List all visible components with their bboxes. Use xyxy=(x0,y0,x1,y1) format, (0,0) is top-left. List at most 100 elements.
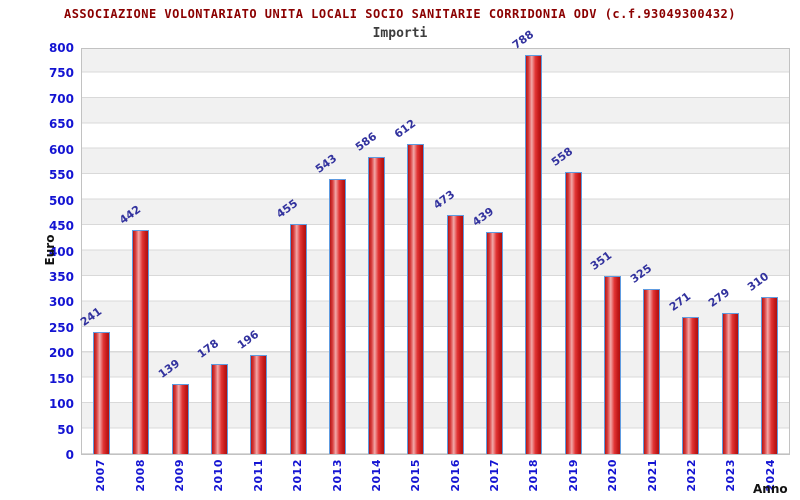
y-axis-title: Euro xyxy=(43,234,57,266)
bar-2014 xyxy=(368,157,386,454)
bar-2020 xyxy=(603,276,621,454)
bar-slot-2009: 139 xyxy=(156,49,200,454)
x-tick-label-2014: 2014 xyxy=(369,459,383,492)
y-tick-label-50: 50 xyxy=(57,422,74,437)
y-tick-label-400: 400 xyxy=(48,244,74,259)
bar-2019 xyxy=(564,171,582,454)
bar-2017 xyxy=(485,231,503,454)
bar-2010 xyxy=(210,363,228,454)
x-tick-label-2016: 2016 xyxy=(448,459,462,492)
x-slot-2023: 2023 xyxy=(711,459,750,492)
bar-value-label-2016: 473 xyxy=(431,187,458,212)
x-slot-2011: 2011 xyxy=(239,459,278,492)
x-tick-label-2008: 2008 xyxy=(133,459,147,492)
chart-title: ASSOCIAZIONE VOLONTARIATO UNITA LOCALI S… xyxy=(63,7,737,21)
bar-value-label-2009: 139 xyxy=(156,356,183,381)
y-tick-label-450: 450 xyxy=(48,219,74,234)
bar-value-label-2019: 558 xyxy=(548,144,576,169)
x-tick-label-2009: 2009 xyxy=(172,459,186,492)
x-tick-label-2013: 2013 xyxy=(330,459,344,492)
x-tick-label-2022: 2022 xyxy=(685,459,699,492)
bar-2013 xyxy=(328,179,346,454)
bars-row: 241 442 139 178 196 455 543 586 612 473 439 788 558 3… xyxy=(78,28,789,454)
bar-value-label-2008: 442 xyxy=(116,203,144,228)
bar-2022 xyxy=(682,316,700,454)
bar-2016 xyxy=(446,214,464,454)
y-tick-label-100: 100 xyxy=(48,397,74,412)
y-tick-label-250: 250 xyxy=(48,320,74,335)
y-tick-label-350: 350 xyxy=(48,269,74,284)
y-tick-label-700: 700 xyxy=(48,91,74,106)
y-tick-label-650: 650 xyxy=(48,117,74,132)
y-tick-label-200: 200 xyxy=(48,346,74,361)
x-tick-label-2018: 2018 xyxy=(527,459,541,492)
y-axis-tick-labels: 0 50 100 150 200 250 300 350 400 450 500 550 600 650 7… xyxy=(0,41,74,462)
x-slot-2018: 2018 xyxy=(514,459,553,492)
bar-value-label-2020: 351 xyxy=(588,249,615,274)
bar-value-label-2013: 543 xyxy=(313,151,340,176)
bar-2021 xyxy=(643,289,661,454)
y-tick-label-750: 750 xyxy=(48,66,74,81)
y-tick-label-600: 600 xyxy=(48,142,74,157)
x-tick-label-2021: 2021 xyxy=(645,459,659,492)
bar-value-label-2011: 196 xyxy=(234,327,261,352)
bar-value-label-2023: 279 xyxy=(706,285,733,310)
x-slot-2019: 2019 xyxy=(554,459,593,492)
x-axis-tick-labels: 2007 2008 2009 2010 2011 2012 2013 2014 2015 2016… xyxy=(81,459,790,492)
bar-2015 xyxy=(407,144,425,454)
bar-slot-2010: 178 xyxy=(195,49,239,454)
x-slot-2017: 2017 xyxy=(475,459,514,492)
bar-value-label-2007: 241 xyxy=(77,304,104,329)
x-slot-2015: 2015 xyxy=(396,459,435,492)
bar-value-label-2022: 271 xyxy=(666,289,694,314)
x-tick-label-2017: 2017 xyxy=(488,459,502,492)
bar-slot-2019: 558 xyxy=(548,49,592,454)
x-slot-2014: 2014 xyxy=(357,459,396,492)
bar-2011 xyxy=(250,354,268,454)
chart-subtitle: Importi xyxy=(372,26,428,41)
x-slot-2007: 2007 xyxy=(81,459,120,492)
bar-slot-2012: 455 xyxy=(273,49,317,454)
bar-slot-2014: 586 xyxy=(353,49,396,454)
bar-2024 xyxy=(760,297,778,454)
bar-slot-2011: 196 xyxy=(235,49,278,454)
bar-slot-2015: 612 xyxy=(392,49,435,454)
bar-value-label-2015: 612 xyxy=(391,116,419,141)
x-slot-2016: 2016 xyxy=(436,459,475,492)
x-slot-2010: 2010 xyxy=(199,459,238,492)
y-tick-label-800: 800 xyxy=(48,41,74,55)
x-tick-label-2011: 2011 xyxy=(251,459,265,492)
x-axis-title: Anno xyxy=(753,482,788,496)
y-tick-label-500: 500 xyxy=(48,193,74,208)
bar-slot-2024: 310 xyxy=(745,49,789,454)
bar-slot-2020: 351 xyxy=(588,49,632,454)
x-slot-2013: 2013 xyxy=(317,459,356,492)
y-tick-label-0: 0 xyxy=(65,448,74,462)
bar-slot-2021: 325 xyxy=(628,49,671,454)
x-tick-label-2015: 2015 xyxy=(409,459,423,492)
bar-slot-2013: 543 xyxy=(313,49,357,454)
bar-slot-2017: 439 xyxy=(470,49,514,454)
x-tick-label-2019: 2019 xyxy=(566,459,580,492)
bar-value-label-2024: 310 xyxy=(745,269,772,294)
bar-slot-2008: 442 xyxy=(117,49,160,454)
bar-value-label-2012: 455 xyxy=(273,196,301,221)
bar-value-label-2014: 586 xyxy=(352,130,379,155)
y-tick-label-150: 150 xyxy=(48,371,74,386)
bar-2009 xyxy=(171,383,189,454)
bar-slot-2007: 241 xyxy=(78,49,121,454)
bar-slot-2016: 473 xyxy=(431,49,475,454)
x-tick-label-2020: 2020 xyxy=(606,459,620,492)
bar-2008 xyxy=(132,230,150,454)
x-slot-2022: 2022 xyxy=(672,459,711,492)
x-slot-2012: 2012 xyxy=(278,459,317,492)
bar-2007 xyxy=(93,332,111,454)
bar-value-label-2010: 178 xyxy=(195,336,222,361)
bar-2012 xyxy=(289,223,307,454)
x-slot-2020: 2020 xyxy=(593,459,632,492)
bar-2023 xyxy=(721,312,739,454)
x-tick-label-2007: 2007 xyxy=(94,459,108,492)
x-tick-label-2010: 2010 xyxy=(212,459,226,492)
x-slot-2009: 2009 xyxy=(160,459,199,492)
